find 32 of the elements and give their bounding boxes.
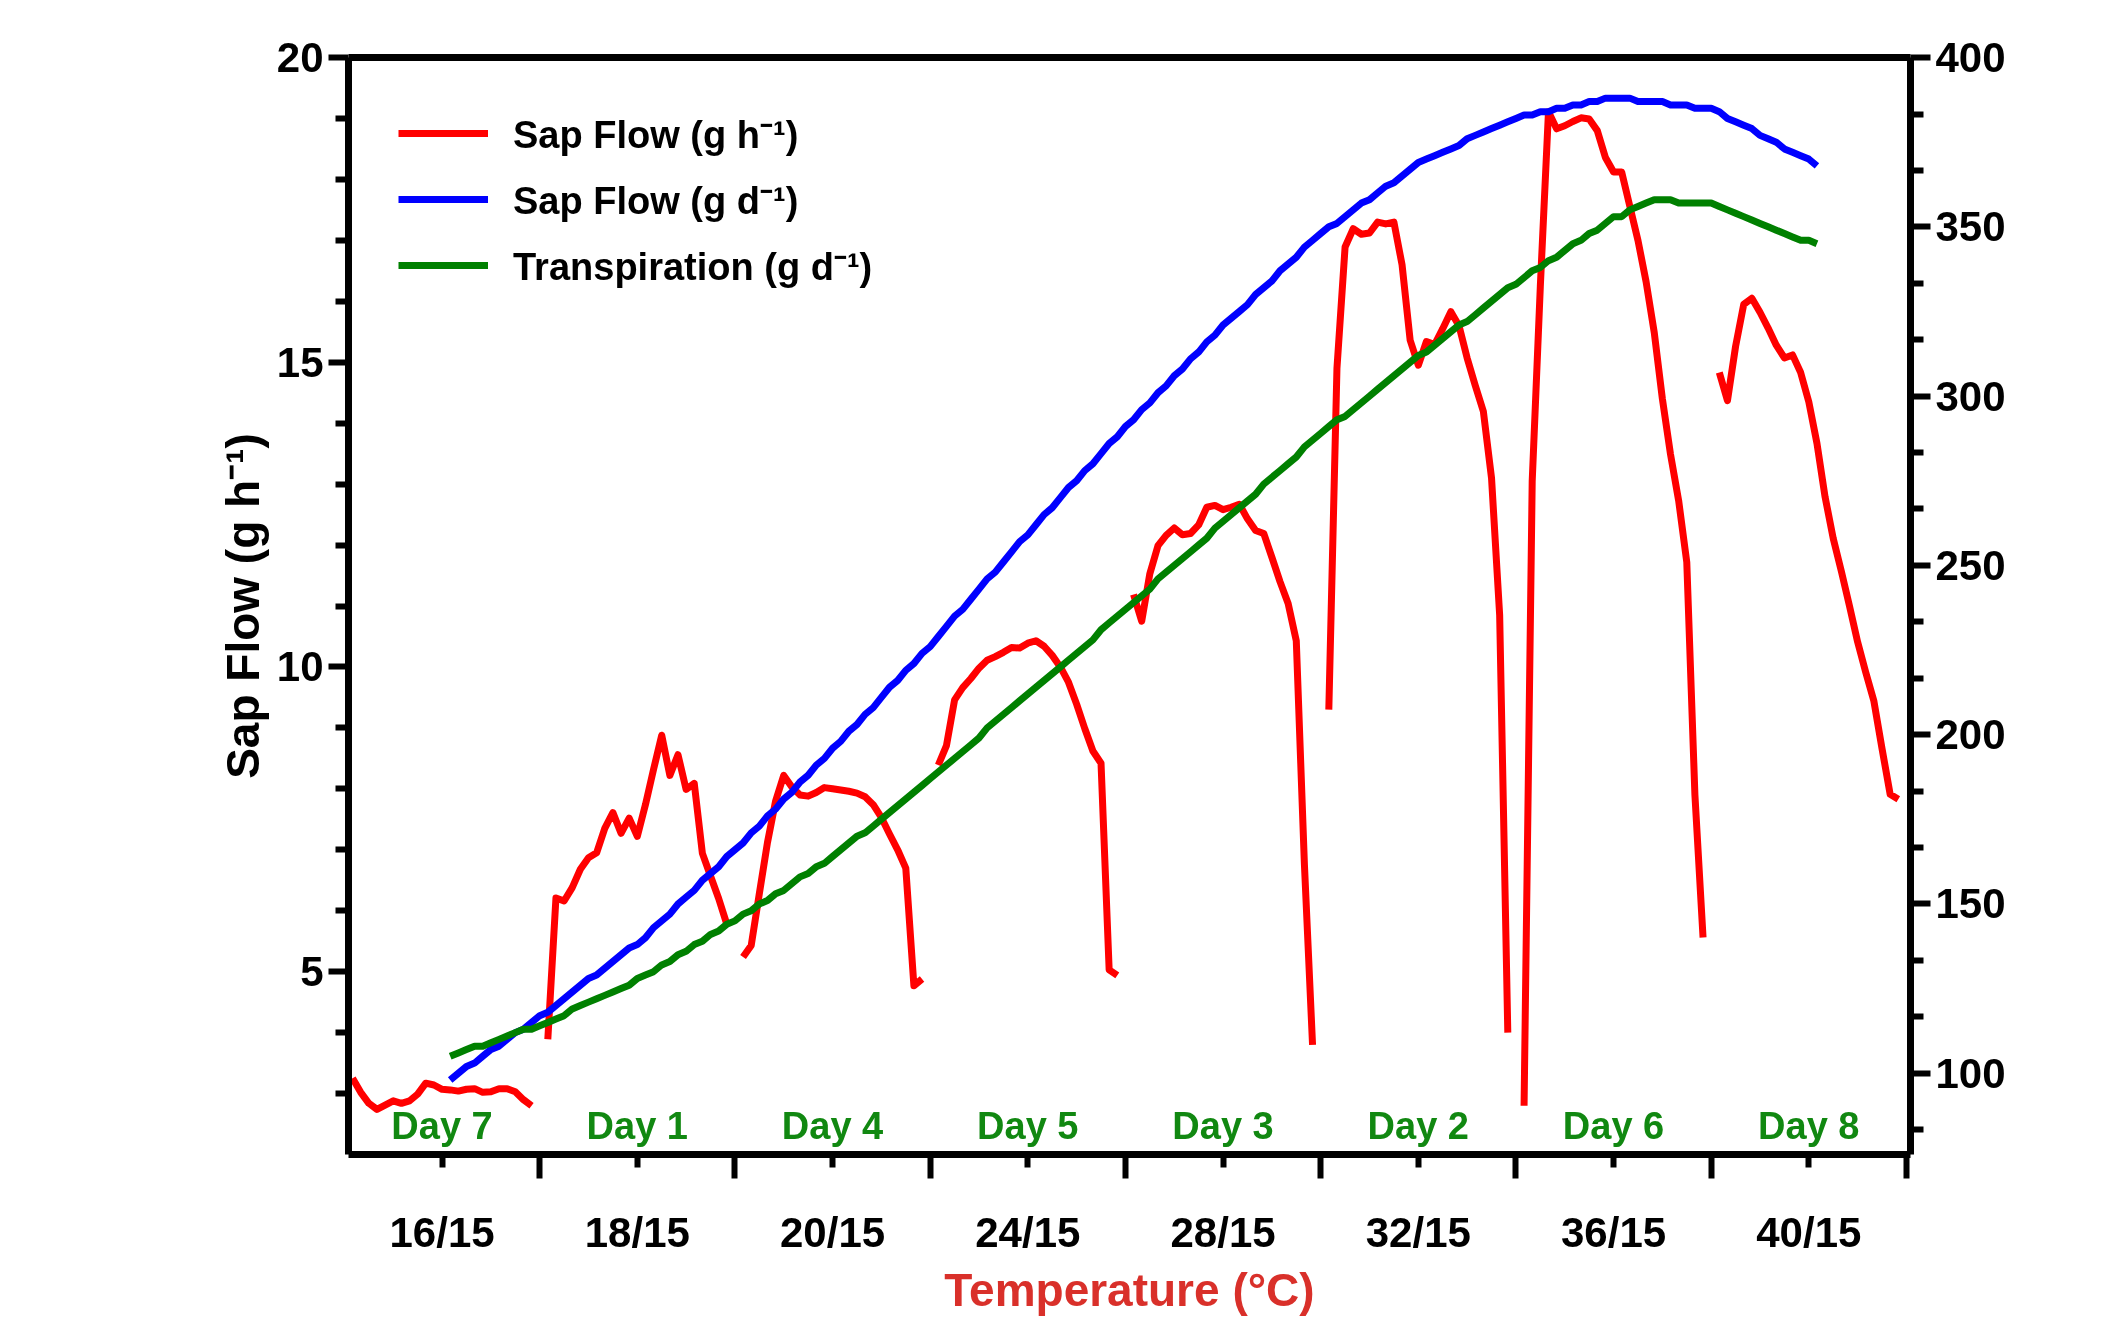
- annotation: Day 5: [977, 1104, 1079, 1147]
- legend-label: Sap Flow (g h⁻¹): [513, 113, 799, 158]
- y2-tick-label: 100: [1935, 1049, 2006, 1097]
- annotation: Day 2: [1367, 1104, 1470, 1147]
- y2-tick-label: 400: [1935, 34, 2006, 81]
- annotation: Day 8: [1758, 1104, 1860, 1147]
- x-tick-label: 32/15: [1365, 1208, 1471, 1256]
- y2-tick-label: 250: [1935, 541, 2006, 589]
- x-tick-label: 16/15: [389, 1208, 495, 1256]
- x-tick-label: 18/15: [584, 1208, 690, 1256]
- y-tick-label: 20: [276, 34, 324, 81]
- y-tick-label: 10: [276, 643, 324, 691]
- y-axis-title: Sap Flow (g h⁻¹): [216, 433, 269, 779]
- x-tick-label: 20/15: [780, 1208, 886, 1256]
- legend-label: Sap Flow (g d⁻¹): [513, 179, 799, 224]
- annotation: Day 6: [1562, 1104, 1665, 1147]
- x-tick-label: 36/15: [1561, 1208, 1667, 1256]
- annotation: Day 7: [391, 1104, 493, 1147]
- annotation: Day 1: [586, 1104, 689, 1147]
- y2-tick-label: 350: [1935, 203, 2006, 251]
- x-tick-label: 24/15: [975, 1208, 1081, 1256]
- legend-label: Transpiration (g d⁻¹): [513, 245, 873, 290]
- y-tick-label: 15: [276, 338, 324, 386]
- annotation: Day 4: [781, 1104, 884, 1147]
- x-axis-title: Temperature (°C): [944, 1263, 1315, 1316]
- y2-tick-label: 150: [1935, 880, 2006, 928]
- y2-tick-label: 300: [1935, 372, 2006, 420]
- y-tick-label: 5: [300, 948, 324, 996]
- y2-tick-label: 200: [1935, 711, 2006, 759]
- x-tick-label: 40/15: [1756, 1208, 1862, 1256]
- x-tick-label: 28/15: [1170, 1208, 1276, 1256]
- annotation: Day 3: [1172, 1104, 1274, 1147]
